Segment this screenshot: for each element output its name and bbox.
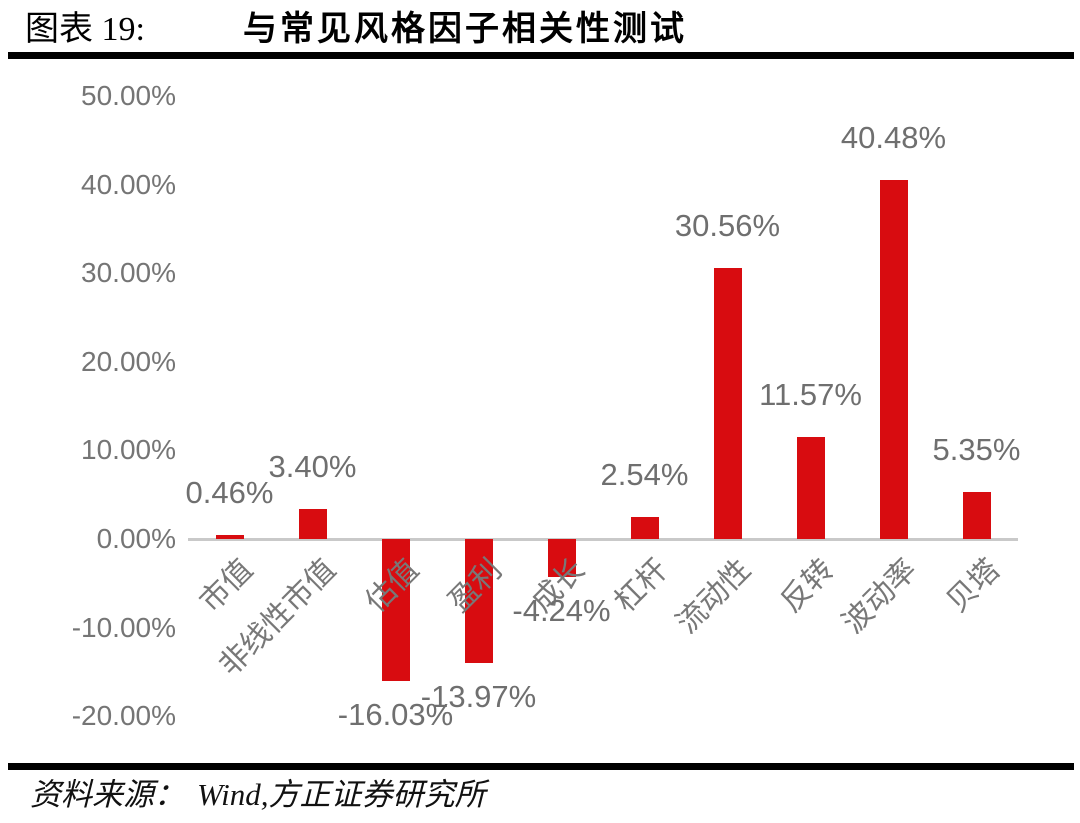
category-label-7: 反转 <box>774 553 840 619</box>
source-label: 资料来源： <box>30 777 185 812</box>
chart-bar-5 <box>630 516 659 539</box>
data-label-8: 40.48% <box>840 120 947 156</box>
data-label-4: -4.24% <box>512 592 611 628</box>
chart-bar-7 <box>796 436 825 539</box>
data-label-6: 30.56% <box>674 208 781 244</box>
source-text: Wind,方正证券研究所 <box>197 777 486 812</box>
figure-title: 与常见风格因子相关性测试 <box>243 11 687 48</box>
y-tick-label-6: -10.00% <box>71 611 176 643</box>
chart-bar-4 <box>547 539 576 577</box>
y-tick-label-1: 40.00% <box>81 168 176 200</box>
chart-bar-9 <box>962 491 991 539</box>
category-label-8: 波动率 <box>835 553 923 640</box>
source-line: 资料来源： Wind,方正证券研究所 <box>30 776 485 814</box>
figure-label: 图表 19: <box>25 11 145 48</box>
data-label-7: 11.57% <box>759 376 862 412</box>
data-label-0: 0.46% <box>185 474 274 510</box>
x-axis-line <box>188 538 1018 541</box>
chart-bar-6 <box>713 268 742 539</box>
chart-bar-0 <box>215 534 244 539</box>
data-label-1: 3.40% <box>268 448 357 484</box>
data-label-2: -16.03% <box>337 696 454 732</box>
chart-bar-3 <box>464 539 493 663</box>
y-tick-label-0: 50.00% <box>81 80 176 112</box>
chart-bar-2 <box>381 539 410 681</box>
chart-bar-8 <box>879 180 908 539</box>
chart-bar-1 <box>298 508 327 539</box>
y-tick-label-2: 30.00% <box>81 257 176 289</box>
category-label-0: 市值 <box>193 553 259 619</box>
category-label-9: 贝塔 <box>940 553 1006 619</box>
y-tick-label-4: 10.00% <box>81 434 176 466</box>
y-tick-label-5: 0.00% <box>96 523 176 554</box>
y-tick-label-3: 20.00% <box>81 345 176 377</box>
y-tick-label-7: -20.00% <box>71 700 176 732</box>
header-rule <box>8 52 1074 59</box>
data-label-3: -13.97% <box>420 678 537 714</box>
data-label-5: 2.54% <box>600 456 689 492</box>
footer-rule <box>8 763 1074 770</box>
category-label-6: 流动性 <box>669 553 757 640</box>
category-label-2: 估值 <box>359 553 425 619</box>
data-label-9: 5.35% <box>932 431 1021 467</box>
